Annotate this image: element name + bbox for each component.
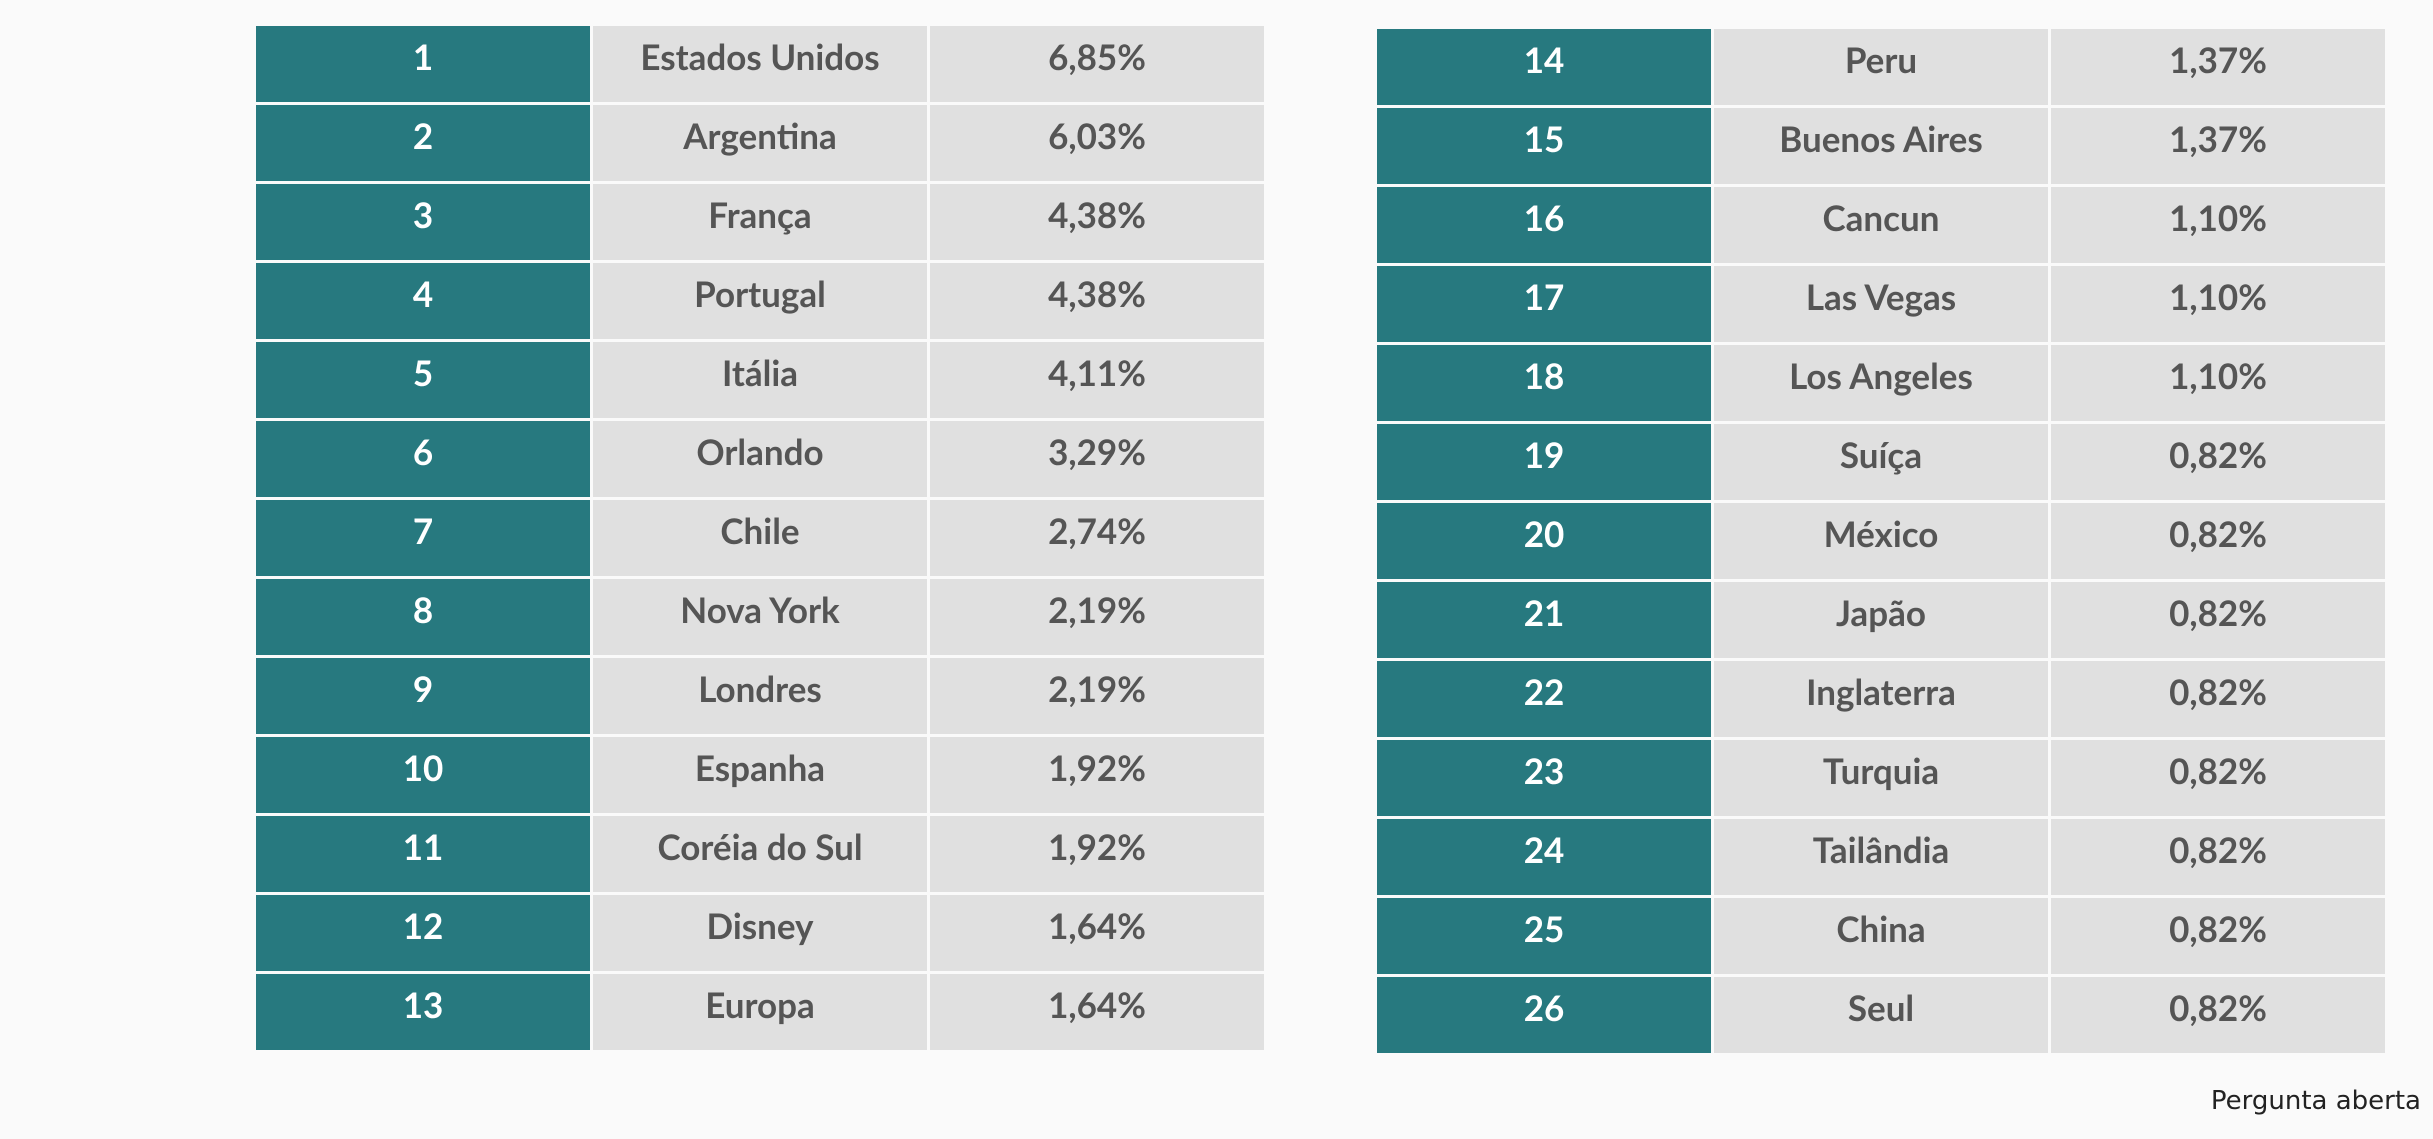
destination-cell: Itália — [593, 342, 927, 418]
destination-cell: Coréia do Sul — [593, 816, 927, 892]
percent-cell: 0,82% — [2051, 977, 2385, 1053]
rank-cell: 8 — [256, 579, 590, 655]
destination-cell: Orlando — [593, 421, 927, 497]
rank-cell: 1 — [256, 26, 590, 102]
percent-cell: 2,19% — [930, 579, 1264, 655]
rank-cell: 25 — [1377, 898, 1711, 974]
destination-cell: Seul — [1714, 977, 2048, 1053]
destination-cell: Londres — [593, 658, 927, 734]
percent-cell: 2,19% — [930, 658, 1264, 734]
destination-cell: Japão — [1714, 582, 2048, 658]
percent-cell: 0,82% — [2051, 503, 2385, 579]
percent-cell: 0,82% — [2051, 661, 2385, 737]
percent-cell: 0,82% — [2051, 424, 2385, 500]
percent-cell: 0,82% — [2051, 819, 2385, 895]
percent-cell: 6,03% — [930, 105, 1264, 181]
destination-cell: Argentina — [593, 105, 927, 181]
percent-cell: 0,82% — [2051, 582, 2385, 658]
rank-cell: 24 — [1377, 819, 1711, 895]
destination-cell: Espanha — [593, 737, 927, 813]
destination-cell: Peru — [1714, 29, 2048, 105]
percent-cell: 1,10% — [2051, 345, 2385, 421]
rank-cell: 22 — [1377, 661, 1711, 737]
percent-cell: 0,82% — [2051, 898, 2385, 974]
rank-cell: 23 — [1377, 740, 1711, 816]
rank-cell: 12 — [256, 895, 590, 971]
destination-cell: Cancun — [1714, 187, 2048, 263]
percent-cell: 2,74% — [930, 500, 1264, 576]
percent-cell: 1,10% — [2051, 266, 2385, 342]
destination-cell: Portugal — [593, 263, 927, 339]
rank-cell: 7 — [256, 500, 590, 576]
rank-cell: 11 — [256, 816, 590, 892]
destination-cell: Estados Unidos — [593, 26, 927, 102]
rank-cell: 9 — [256, 658, 590, 734]
ranking-table: 1 Estados Unidos 6,85% 2 Argentina 6,03% 3 Fran… — [256, 26, 1264, 1050]
percent-cell: 6,85% — [930, 26, 1264, 102]
destination-cell: Europa — [593, 974, 927, 1050]
rank-cell: 16 — [1377, 187, 1711, 263]
rank-cell: 4 — [256, 263, 590, 339]
percent-cell: 1,64% — [930, 974, 1264, 1050]
rank-cell: 5 — [256, 342, 590, 418]
destination-cell: Las Vegas — [1714, 266, 2048, 342]
rank-cell: 15 — [1377, 108, 1711, 184]
percent-cell: 1,10% — [2051, 187, 2385, 263]
destination-cell: França — [593, 184, 927, 260]
rank-cell: 18 — [1377, 345, 1711, 421]
percent-cell: 0,82% — [2051, 740, 2385, 816]
rank-cell: 26 — [1377, 977, 1711, 1053]
rank-cell: 17 — [1377, 266, 1711, 342]
percent-cell: 1,37% — [2051, 29, 2385, 105]
destination-cell: Chile — [593, 500, 927, 576]
percent-cell: 4,38% — [930, 263, 1264, 339]
destination-cell: Turquia — [1714, 740, 2048, 816]
percent-cell: 1,92% — [930, 737, 1264, 813]
rank-cell: 21 — [1377, 582, 1711, 658]
percent-cell: 1,37% — [2051, 108, 2385, 184]
destination-cell: China — [1714, 898, 2048, 974]
percent-cell: 1,64% — [930, 895, 1264, 971]
percent-cell: 1,92% — [930, 816, 1264, 892]
destination-cell: Los Angeles — [1714, 345, 2048, 421]
destination-cell: Inglaterra — [1714, 661, 2048, 737]
percent-cell: 4,38% — [930, 184, 1264, 260]
destination-cell: Suíça — [1714, 424, 2048, 500]
rank-cell: 14 — [1377, 29, 1711, 105]
percent-cell: 4,11% — [930, 342, 1264, 418]
rank-cell: 2 — [256, 105, 590, 181]
rank-cell: 10 — [256, 737, 590, 813]
rank-cell: 19 — [1377, 424, 1711, 500]
destination-cell: Disney — [593, 895, 927, 971]
footer-note: Pergunta aberta — [2210, 1086, 2421, 1116]
ranking-table: 14 Peru 1,37% 15 Buenos Aires 1,37% 16 Cancun 1,… — [1377, 29, 2385, 1053]
rank-cell: 6 — [256, 421, 590, 497]
destination-cell: Nova York — [593, 579, 927, 655]
percent-cell: 3,29% — [930, 421, 1264, 497]
rank-cell: 3 — [256, 184, 590, 260]
destination-cell: México — [1714, 503, 2048, 579]
rank-cell: 13 — [256, 974, 590, 1050]
destination-cell: Tailândia — [1714, 819, 2048, 895]
rank-cell: 20 — [1377, 503, 1711, 579]
destination-cell: Buenos Aires — [1714, 108, 2048, 184]
